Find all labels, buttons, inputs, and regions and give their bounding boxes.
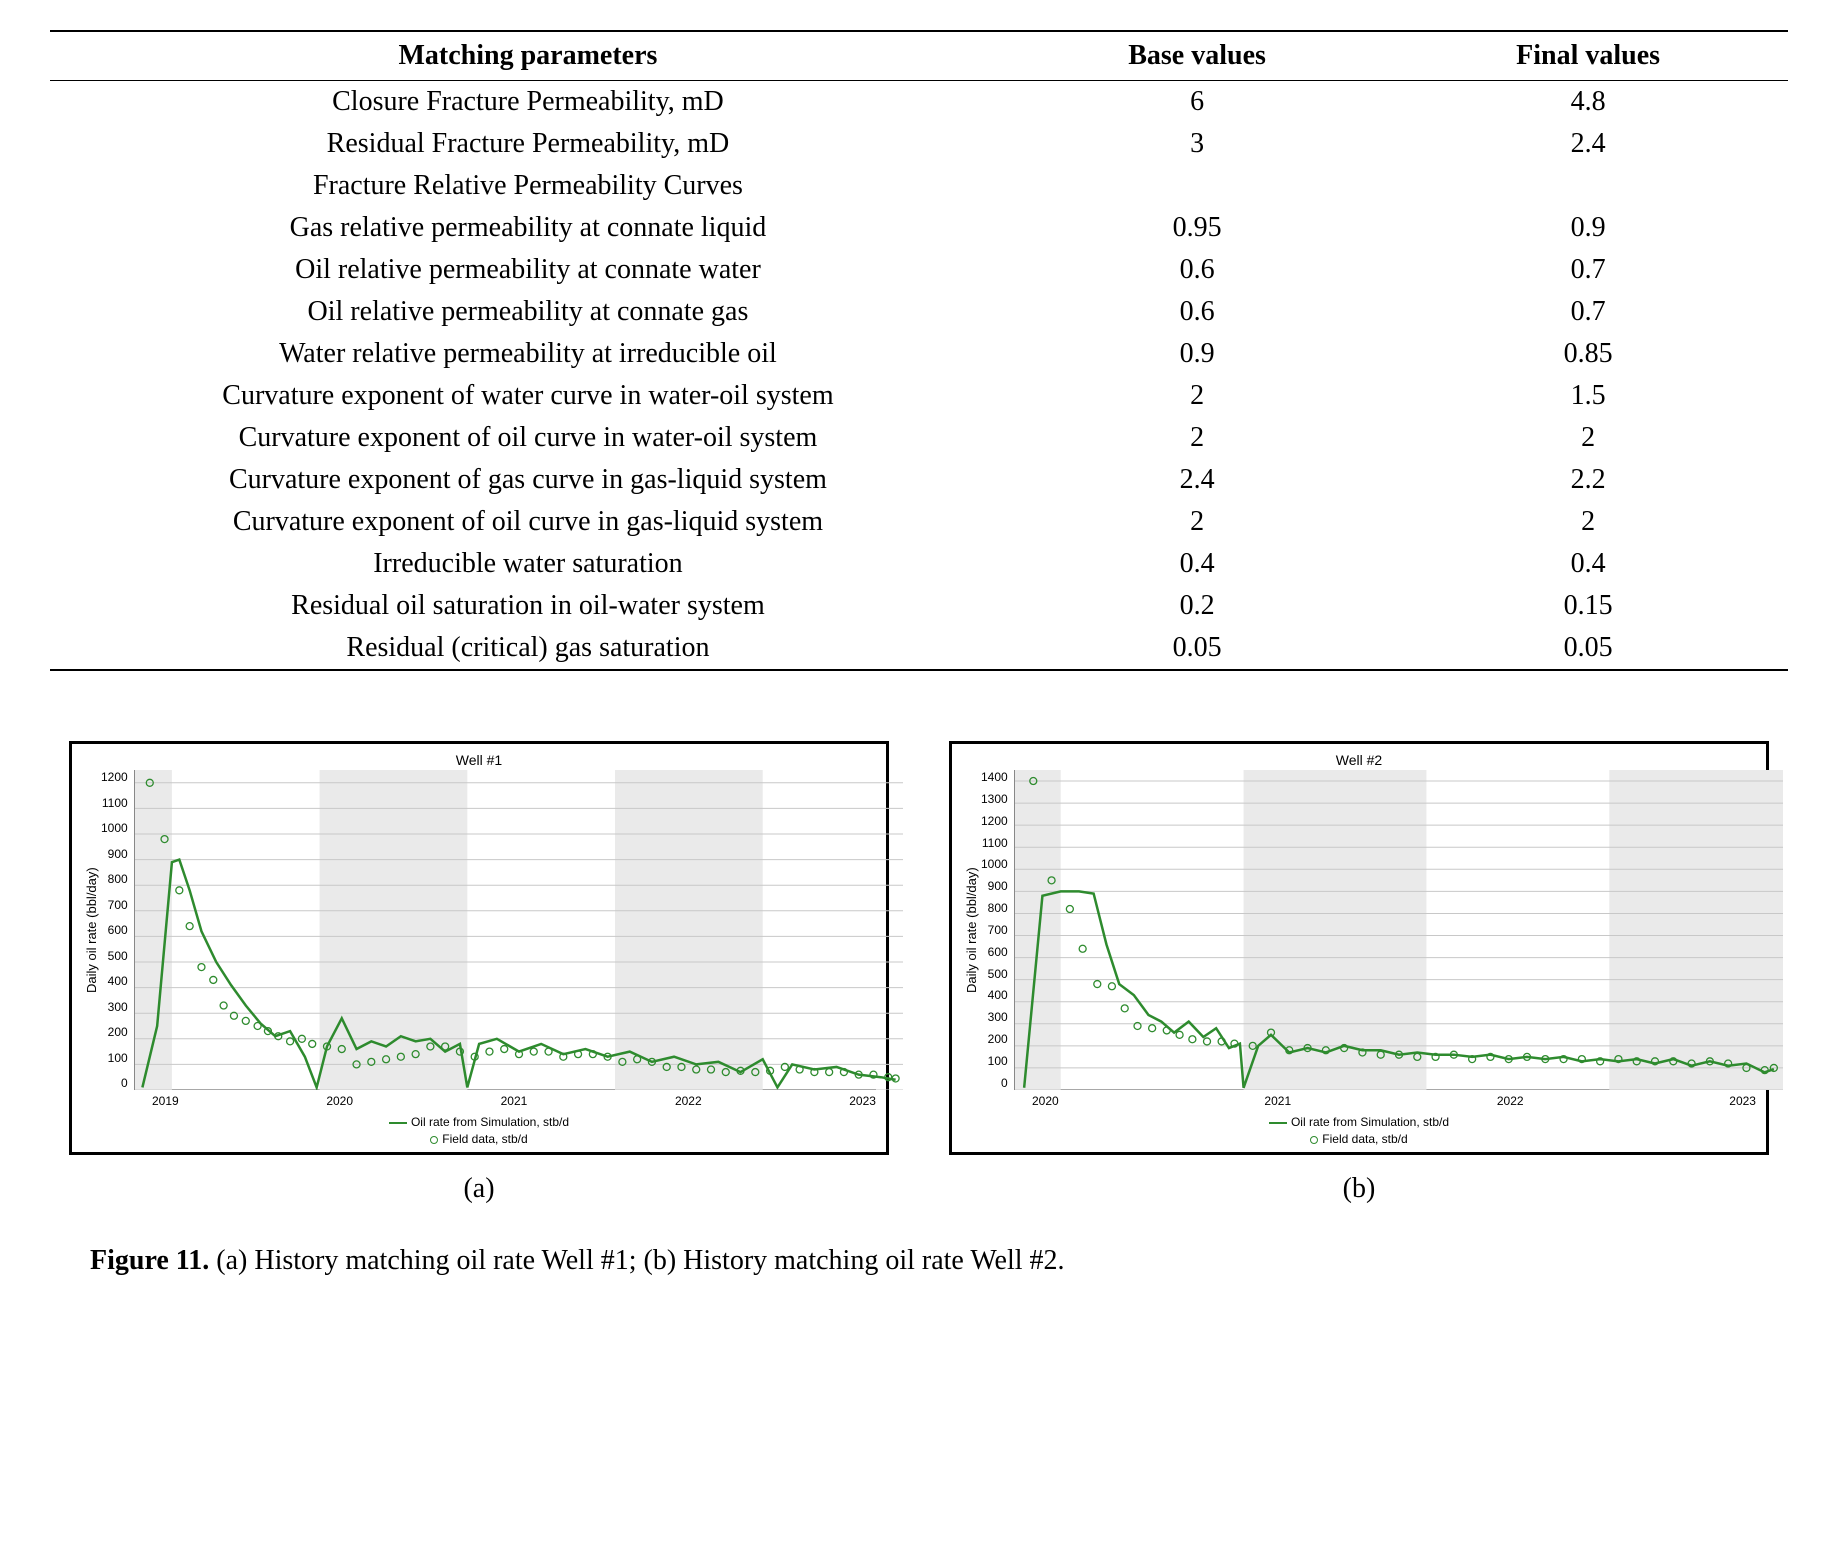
- table-cell: Oil relative permeability at connate gas: [50, 291, 1006, 333]
- legend-sim-label: Oil rate from Simulation, stb/d: [1291, 1115, 1449, 1129]
- table-cell: Residual oil saturation in oil-water sys…: [50, 585, 1006, 627]
- chart-b-plot: [1014, 770, 1756, 1090]
- table-row: Fracture Relative Permeability Curves: [50, 165, 1788, 207]
- table-cell: 2: [1006, 501, 1388, 543]
- table-cell: 0.7: [1388, 291, 1788, 333]
- table-row: Curvature exponent of water curve in wat…: [50, 375, 1788, 417]
- table-cell: 0.05: [1006, 627, 1388, 670]
- table-cell: 0.6: [1006, 249, 1388, 291]
- chart-a-ylabel: Daily oil rate (bbl/day): [82, 770, 101, 1090]
- table-cell: Curvature exponent of water curve in wat…: [50, 375, 1006, 417]
- table-cell: 0.9: [1388, 207, 1788, 249]
- table-cell: 0.85: [1388, 333, 1788, 375]
- chart-b-title: Well #2: [962, 752, 1756, 768]
- table-cell: 2: [1006, 417, 1388, 459]
- chart-b-yaxis: 1400130012001100100090080070060050040030…: [981, 770, 1014, 1090]
- legend-field-label: Field data, stb/d: [442, 1132, 527, 1146]
- table-cell: 2.4: [1388, 123, 1788, 165]
- chart-a-wrap: Well #1 Daily oil rate (bbl/day) 1200110…: [69, 741, 889, 1205]
- figure-caption: Figure 11. (a) History matching oil rate…: [50, 1245, 1788, 1277]
- table-row: Closure Fracture Permeability, mD64.8: [50, 81, 1788, 124]
- table-row: Curvature exponent of oil curve in gas-l…: [50, 501, 1788, 543]
- table-cell: Water relative permeability at irreducib…: [50, 333, 1006, 375]
- legend-field-label: Field data, stb/d: [1322, 1132, 1407, 1146]
- table-cell: 2: [1006, 375, 1388, 417]
- table-cell: 0.2: [1006, 585, 1388, 627]
- table-row: Irreducible water saturation0.40.4: [50, 543, 1788, 585]
- table-cell: Gas relative permeability at connate liq…: [50, 207, 1006, 249]
- chart-a-yaxis: 1200110010009008007006005004003002001000: [101, 770, 134, 1090]
- table-cell: [1388, 165, 1788, 207]
- table-cell: 2.4: [1006, 459, 1388, 501]
- table-cell: 3: [1006, 123, 1388, 165]
- subcap-b: (b): [1343, 1173, 1376, 1205]
- table-cell: Residual Fracture Permeability, mD: [50, 123, 1006, 165]
- charts-row: Well #1 Daily oil rate (bbl/day) 1200110…: [50, 741, 1788, 1205]
- table-cell: 0.95: [1006, 207, 1388, 249]
- table-row: Oil relative permeability at connate wat…: [50, 249, 1788, 291]
- chart-b-legend: Oil rate from Simulation, stb/d Field da…: [962, 1114, 1756, 1148]
- table-row: Curvature exponent of oil curve in water…: [50, 417, 1788, 459]
- table-cell: 6: [1006, 81, 1388, 124]
- table-cell: Curvature exponent of oil curve in gas-l…: [50, 501, 1006, 543]
- legend-line-icon: [389, 1122, 407, 1124]
- col-header-final: Final values: [1388, 31, 1788, 81]
- table-cell: 4.8: [1388, 81, 1788, 124]
- table-cell: 0.15: [1388, 585, 1788, 627]
- legend-sim-label: Oil rate from Simulation, stb/d: [411, 1115, 569, 1129]
- table-cell: 0.7: [1388, 249, 1788, 291]
- figure-text: (a) History matching oil rate Well #1; (…: [209, 1245, 1064, 1276]
- table-cell: 0.4: [1388, 543, 1788, 585]
- legend-line-icon: [1269, 1122, 1287, 1124]
- table-row: Curvature exponent of gas curve in gas-l…: [50, 459, 1788, 501]
- table-cell: Irreducible water saturation: [50, 543, 1006, 585]
- table-cell: Curvature exponent of oil curve in water…: [50, 417, 1006, 459]
- col-header-base: Base values: [1006, 31, 1388, 81]
- table-cell: 2: [1388, 417, 1788, 459]
- legend-circle-icon: [430, 1136, 438, 1144]
- chart-a-box: Well #1 Daily oil rate (bbl/day) 1200110…: [69, 741, 889, 1155]
- chart-a-plot: [134, 770, 876, 1090]
- table-cell: Closure Fracture Permeability, mD: [50, 81, 1006, 124]
- chart-b-ylabel: Daily oil rate (bbl/day): [962, 770, 981, 1090]
- table-cell: 0.6: [1006, 291, 1388, 333]
- table-cell: Residual (critical) gas saturation: [50, 627, 1006, 670]
- figure-label: Figure 11.: [90, 1245, 209, 1276]
- chart-a-title: Well #1: [82, 752, 876, 768]
- table-cell: [1006, 165, 1388, 207]
- table-cell: 0.05: [1388, 627, 1788, 670]
- table-cell: 2.2: [1388, 459, 1788, 501]
- table-row: Water relative permeability at irreducib…: [50, 333, 1788, 375]
- table-row: Residual (critical) gas saturation0.050.…: [50, 627, 1788, 670]
- matching-parameters-table: Matching parameters Base values Final va…: [50, 30, 1788, 671]
- table-cell: Curvature exponent of gas curve in gas-l…: [50, 459, 1006, 501]
- legend-circle-icon: [1310, 1136, 1318, 1144]
- chart-a-xaxis: 20192020202120222023: [152, 1090, 876, 1108]
- table-cell: Oil relative permeability at connate wat…: [50, 249, 1006, 291]
- table-cell: 0.9: [1006, 333, 1388, 375]
- chart-b-wrap: Well #2 Daily oil rate (bbl/day) 1400130…: [949, 741, 1769, 1205]
- table-row: Residual oil saturation in oil-water sys…: [50, 585, 1788, 627]
- table-row: Residual Fracture Permeability, mD32.4: [50, 123, 1788, 165]
- chart-a-legend: Oil rate from Simulation, stb/d Field da…: [82, 1114, 876, 1148]
- table-cell: 2: [1388, 501, 1788, 543]
- chart-b-xaxis: 2020202120222023: [1032, 1090, 1756, 1108]
- chart-b-box: Well #2 Daily oil rate (bbl/day) 1400130…: [949, 741, 1769, 1155]
- table-cell: Fracture Relative Permeability Curves: [50, 165, 1006, 207]
- table-cell: 1.5: [1388, 375, 1788, 417]
- col-header-params: Matching parameters: [50, 31, 1006, 81]
- table-cell: 0.4: [1006, 543, 1388, 585]
- table-row: Gas relative permeability at connate liq…: [50, 207, 1788, 249]
- subcap-a: (a): [463, 1173, 494, 1205]
- table-row: Oil relative permeability at connate gas…: [50, 291, 1788, 333]
